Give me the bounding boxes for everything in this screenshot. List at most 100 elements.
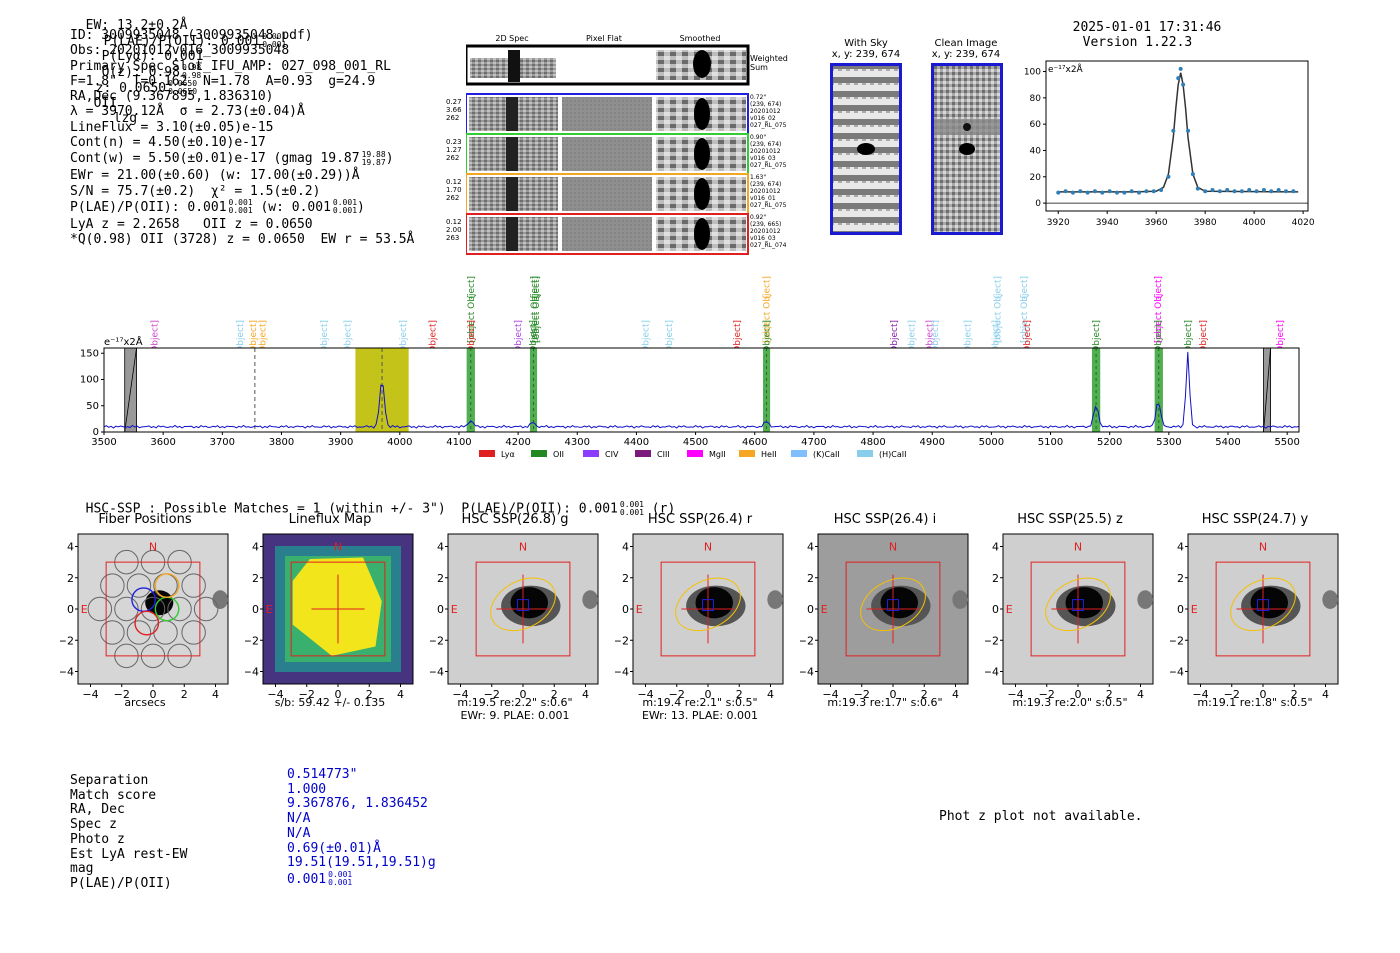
spectrum-line-label: [object Object] [993,276,1003,343]
thumbnail-title: HSC SSP(26.4) i [833,512,937,527]
header-z: z: 0.0650 [95,80,167,96]
header-plae: P(LAE)/P(OII): 0.001 [103,33,261,49]
thumbnail-panel: Lineflux Map N E −4 −4 −2 −2 0 0 2 2 4 4 s/b: 59.42 +… [245,512,415,732]
stamp-left-4-b: 2.00 [446,226,462,234]
match-plae-hi: 0.001 [328,870,353,880]
neighbor-source [582,590,598,609]
thumb-xtick-label: 2 [736,688,743,700]
header-plae-lo: 0.001 [262,40,287,49]
thumbnail-panel: Fiber Positions N E −4 −4 −2 −2 0 0 2 2 4 4 arcsecs [60,512,230,732]
zoom-data-point [1144,189,1149,194]
stamp-right-2-d: v016_03 [750,155,776,162]
stamp-col-pixelflat: Pixel Flat [586,34,622,43]
info-block: ID: 3009935048 (3009935048.pdf) Obs: 202… [70,28,414,248]
spectrum-legend-swatch [857,450,873,457]
stamp-left-2-c: 262 [446,154,460,162]
thumb-xtick-label: 4 [767,688,774,700]
aperture-box [660,561,756,657]
thumb-xtick-label: 4 [582,688,589,700]
header-z-lo: 0.0650 [168,87,198,96]
thumb-xtick-label: 0 [150,688,157,700]
zoom-ytick-label: 100 [1024,68,1041,78]
stamp-left-3-c: 262 [446,194,460,202]
header-qz-hi: 0.98 [181,63,202,72]
spectrum-ytick-label: 0 [93,427,99,438]
thumbnail-image: N E −4 −4 −2 −2 0 0 2 2 4 4 [1170,533,1339,700]
spectrum-legend-swatch [479,450,495,457]
fiber-circle [193,596,219,622]
spectrum-series [103,351,1300,429]
spectrum-xtick-label: 5300 [1156,437,1181,448]
north-label: N [1259,541,1267,554]
zoom-data-point [1056,190,1061,195]
thumb-ytick-label: −4 [1170,666,1184,679]
clean-image [931,63,1003,235]
neighbor-source [1137,590,1153,609]
zoom-data-point [1254,189,1259,194]
thumbnail-title: Lineflux Map [288,512,372,527]
fiber-circle [100,620,125,645]
thumbnail-image: N E −4 −4 −2 −2 0 0 2 2 4 4 [800,533,969,700]
spectrum-ylabel: e⁻¹⁷x2Å [104,335,143,348]
match-label-photoz: Photo z [70,831,125,847]
spectrum-legend: Lyα OII CIV CIII MgII HeII (K)CaII (H)CaII [479,450,906,459]
thumbnail-caption-2: EWr: 13. PLAE: 0.001 [641,709,759,722]
thumbnail-caption: arcsecs [124,696,166,709]
thumb-ytick-label: 2 [807,572,814,585]
north-label: N [334,541,342,554]
zoom-ytick-label: 0 [1035,199,1041,209]
match-value-mag: 19.51(19.51,19.51)g [287,855,436,871]
spectrum-label-brace: { [532,294,542,300]
aperture-ellipse [675,577,741,632]
stamp-right-1-a: 0.72" [750,94,767,101]
zoom-data-point [1261,187,1266,192]
thumb-xtick-label: −2 [1224,688,1240,700]
info-contw-lo: 19.87 [361,157,386,167]
thumb-ytick-label: 4 [437,541,444,554]
fiber-circle [181,573,206,598]
spectrum-legend-label: (K)CaII [813,450,840,459]
zoom-data-point [1159,187,1164,192]
fiber-circle [126,573,152,598]
hsc-plae-lo: 0.001 [619,508,644,517]
thumb-xtick-label: −4 [267,688,283,700]
zoom-data-point [1092,189,1097,194]
thumb-xtick-label: −4 [637,688,653,700]
zoom-data-point [1190,172,1195,177]
thumb-ytick-label: −2 [985,634,999,647]
thumb-ytick-label: 2 [992,572,999,585]
aperture-box [845,561,941,657]
zoom-data-point [1070,190,1075,195]
thumb-ytick-label: 4 [807,541,814,554]
neighbor-source [1322,590,1338,609]
spectrum-xtick-label: 3900 [328,437,353,448]
match-value-plae: 0.001 0.001 0.001 [287,871,436,889]
aperture-box [475,561,571,657]
spectrum-line-label: [object Object] [1020,276,1030,343]
stamp-right-4-c: 20201012 [750,228,781,235]
stamp-left-2-a: 0.23 [446,138,462,146]
info-q: *Q(0.98) OII (3728) z = 0.0650 EW r = 53… [70,232,415,248]
thumb-xtick-label: 0 [335,688,342,700]
match-value-specz: N/A [287,811,311,827]
spectrum-legend-label: CIII [657,450,670,459]
thumb-xtick-label: −2 [669,688,685,700]
thumb-xtick-label: −2 [299,688,315,700]
info-plae-text: P(LAE)/P(OII): 0.001 [70,199,227,215]
spectrum-line-label: [object Object] [467,276,477,343]
header-qz: Q(z): 0.98 [101,64,180,80]
stamp-weighted-2d-spot [508,50,520,82]
thumb-xtick-label: 4 [397,688,404,700]
zoom-data-point [1195,186,1200,191]
thumb-xtick-label: −4 [822,688,838,700]
thumb-xtick-label: −2 [114,688,130,700]
zoom-data-point [1276,187,1281,192]
hsc-plae-hi: 0.001 [619,500,644,509]
thumbnail-title: HSC SSP(25.5) z [1017,512,1123,527]
thumb-xtick-label: 4 [1322,688,1329,700]
info-contw-hi: 19.88 [361,149,386,159]
info-fit: F=1.8" T=0.162 N=1.78 A=0.93 g=24.9 [70,73,376,89]
zoom-data-point [1166,174,1171,179]
thumb-ytick-label: −4 [800,666,814,679]
stamp-row-1 [466,93,749,135]
